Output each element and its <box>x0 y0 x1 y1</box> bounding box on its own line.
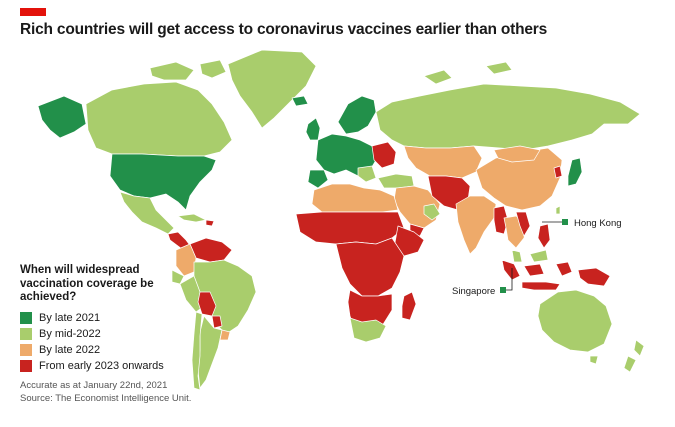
source-note: Source: The Economist Intelligence Unit. <box>20 392 192 404</box>
legend-label: By mid-2022 <box>39 327 101 340</box>
region-uruguay <box>219 329 231 341</box>
region-iberia <box>307 169 329 189</box>
region-korea <box>553 165 563 179</box>
region-west-africa <box>295 211 405 245</box>
legend-items: By late 2021 By mid-2022 By late 2022 From … <box>20 310 195 374</box>
map-title: Rich countries will get access to corona… <box>20 21 548 38</box>
hong-kong-label: Hong Kong <box>574 218 622 229</box>
region-haiti <box>205 219 215 227</box>
legend-title: When will widespread vaccination coverag… <box>20 264 154 303</box>
region-vietnam <box>515 211 531 237</box>
hong-kong-marker <box>562 219 568 225</box>
region-eastern-europe <box>371 141 397 169</box>
region-caribbean <box>177 213 207 223</box>
legend-swatch <box>20 327 32 340</box>
region-venezuela <box>189 237 233 263</box>
region-alaska <box>37 95 87 139</box>
region-india <box>455 195 497 255</box>
region-madagascar <box>401 291 417 321</box>
brand-accent-bar <box>20 8 46 16</box>
legend-item: By mid-2022 <box>20 326 195 342</box>
map-legend: When will widespread vaccination coverag… <box>20 264 195 374</box>
legend-item: From early 2023 onwards <box>20 358 195 374</box>
legend-swatch <box>20 359 32 372</box>
region-greenland <box>227 49 317 129</box>
region-russia <box>375 83 641 151</box>
region-gulf <box>423 203 441 221</box>
singapore-callout: Singapore <box>452 268 513 297</box>
region-balkans <box>357 165 377 183</box>
region-australia <box>537 289 613 353</box>
region-uk <box>305 117 321 141</box>
region-chile <box>191 311 203 391</box>
region-iceland <box>291 95 309 107</box>
region-canada <box>85 81 233 157</box>
singapore-label: Singapore <box>452 286 495 297</box>
region-taiwan <box>555 205 561 215</box>
legend-label: By late 2022 <box>39 343 101 356</box>
map-notes: Accurate as at January 22nd, 2021 Source… <box>20 380 191 405</box>
region-philippines <box>537 223 551 249</box>
legend-swatch <box>20 343 32 356</box>
region-malaysia <box>511 249 549 263</box>
region-scandinavia <box>337 95 377 135</box>
legend-item: By late 2021 <box>20 310 195 326</box>
region-central-asia <box>403 145 483 179</box>
legend-item: By late 2022 <box>20 342 195 358</box>
region-mexico <box>119 191 175 235</box>
region-tasmania <box>589 355 599 365</box>
region-indonesia <box>501 259 573 291</box>
region-papua <box>577 267 611 287</box>
region-japan <box>567 157 583 187</box>
region-russia-islands <box>423 61 513 85</box>
region-new-zealand <box>623 339 645 373</box>
region-turkey <box>377 173 415 189</box>
accuracy-note: Accurate as at January 22nd, 2021 <box>20 380 168 391</box>
region-central-africa <box>335 237 405 297</box>
region-south-africa <box>349 317 387 343</box>
region-bangladesh-myanmar <box>493 205 509 235</box>
singapore-marker <box>500 287 506 293</box>
legend-label: By late 2021 <box>39 311 101 324</box>
region-canada-islands <box>149 59 227 81</box>
hong-kong-callout: Hong Kong <box>542 218 622 229</box>
region-paraguay <box>211 315 223 329</box>
region-mongolia <box>493 145 541 163</box>
legend-swatch <box>20 311 32 324</box>
legend-label: From early 2023 onwards <box>39 359 164 372</box>
